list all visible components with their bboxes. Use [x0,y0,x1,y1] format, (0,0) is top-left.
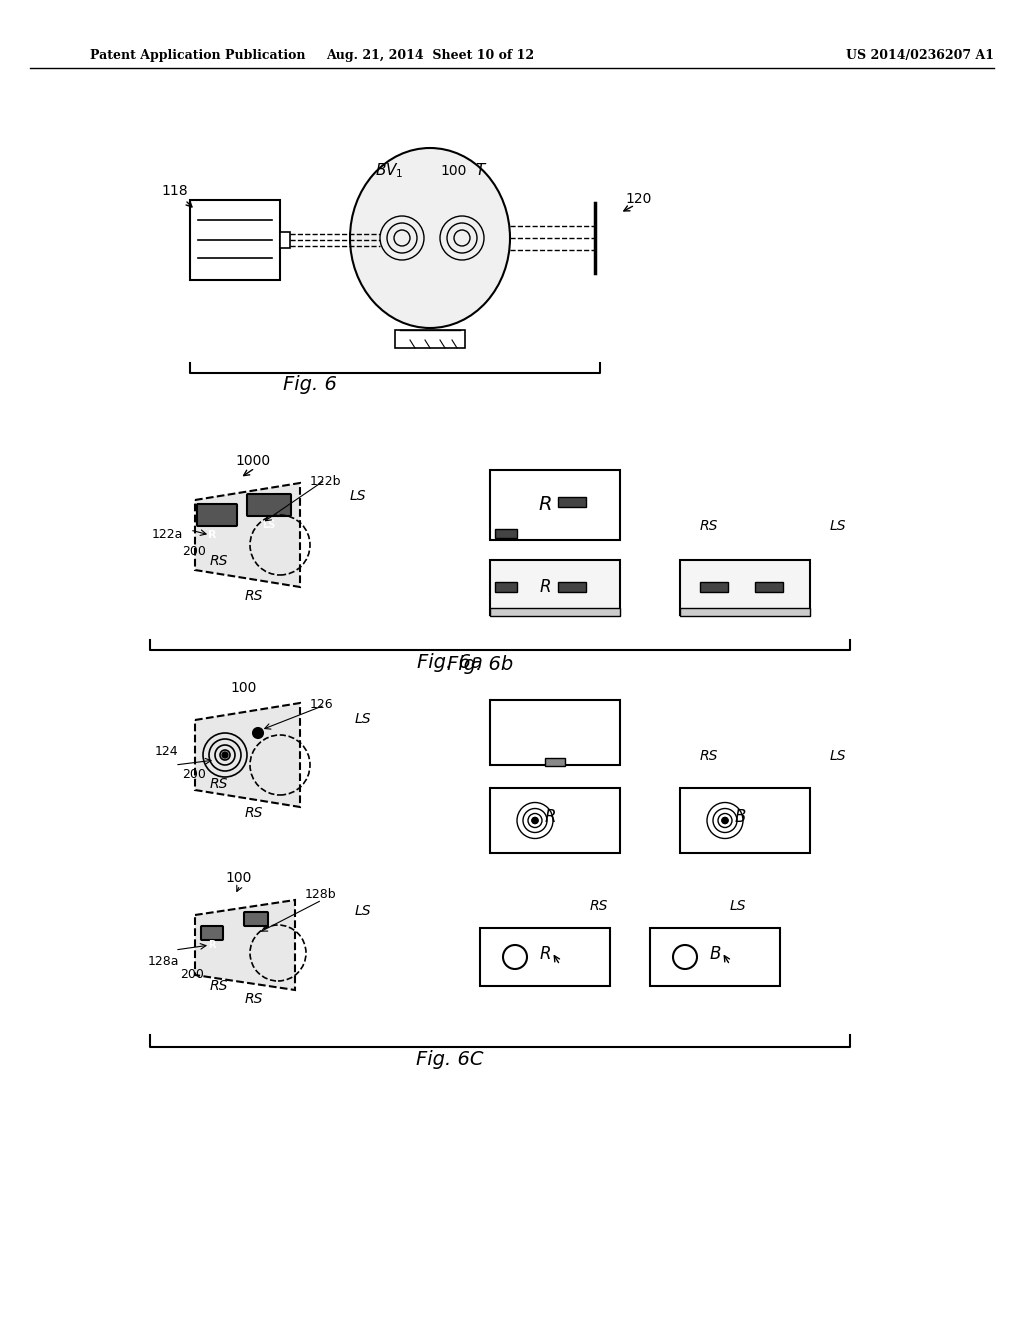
Text: B: B [735,808,746,826]
Text: R: R [545,808,556,826]
Polygon shape [195,900,295,990]
Text: R: R [540,578,551,597]
Bar [490,560,620,615]
Polygon shape [195,704,300,807]
Text: 100: 100 [230,681,256,696]
Text: RS: RS [245,589,263,603]
Text: Fig. 6C: Fig. 6C [416,1049,483,1069]
Text: LS: LS [730,899,746,913]
Text: 118: 118 [162,183,188,198]
Text: RS: RS [210,777,228,791]
Circle shape [222,752,228,758]
Text: 128a: 128a [148,954,179,968]
Text: 200: 200 [182,768,206,781]
Bar [280,232,290,248]
Text: LS: LS [830,748,847,763]
Bar [545,758,565,766]
Text: RS: RS [590,899,608,913]
Text: LS: LS [350,488,367,503]
Text: 122a: 122a [152,528,183,541]
Bar [490,788,620,853]
Text: 100: 100 [225,871,251,884]
Text: R: R [539,495,552,513]
Text: 128b: 128b [305,888,337,902]
Text: Patent Application Publication: Patent Application Publication [90,49,305,62]
Bar [558,498,586,507]
Text: R: R [540,945,552,964]
Text: Fig. 6a: Fig. 6a [417,653,483,672]
Bar [680,788,810,853]
Text: RS: RS [210,554,228,568]
Text: B: B [710,945,721,964]
Bar [680,609,810,616]
Bar [190,201,280,280]
Text: 100: 100 [440,164,466,178]
Bar [480,928,610,986]
Bar [755,582,783,591]
Bar [680,560,810,615]
Text: R: R [208,940,216,950]
Text: 124: 124 [155,744,178,758]
Text: RS: RS [210,979,228,993]
Text: $BV_1$: $BV_1$ [375,161,403,180]
Bar [395,330,465,348]
FancyBboxPatch shape [244,912,268,927]
Text: Fig. 6: Fig. 6 [283,375,337,393]
Bar [650,928,780,986]
Text: LS: LS [262,520,275,531]
Text: 200: 200 [180,968,204,981]
Bar [490,470,620,540]
FancyBboxPatch shape [197,504,237,525]
Bar [495,582,517,591]
Bar [490,609,620,616]
Text: US 2014/0236207 A1: US 2014/0236207 A1 [846,49,994,62]
Text: 126: 126 [310,698,334,711]
Ellipse shape [350,148,510,327]
Circle shape [253,729,263,738]
Bar [700,582,728,591]
Text: R: R [208,531,216,540]
Text: 200: 200 [182,545,206,558]
Circle shape [532,817,538,824]
Text: Fig. 6b: Fig. 6b [446,655,513,675]
FancyBboxPatch shape [201,927,223,940]
Bar [558,582,586,591]
Text: RS: RS [700,748,719,763]
Text: 1000: 1000 [234,454,270,469]
Text: 120: 120 [625,191,651,206]
Text: LS: LS [355,904,372,917]
Text: LS: LS [830,519,847,533]
Text: T: T [475,162,484,178]
Text: RS: RS [245,807,263,820]
Text: RS: RS [700,519,719,533]
Polygon shape [195,483,300,587]
Text: LS: LS [355,711,372,726]
Text: Aug. 21, 2014  Sheet 10 of 12: Aug. 21, 2014 Sheet 10 of 12 [326,49,535,62]
Circle shape [722,817,728,824]
Text: RS: RS [245,993,263,1006]
Text: 122b: 122b [310,475,341,488]
Bar [495,529,517,539]
FancyBboxPatch shape [247,494,291,516]
Bar [490,700,620,766]
